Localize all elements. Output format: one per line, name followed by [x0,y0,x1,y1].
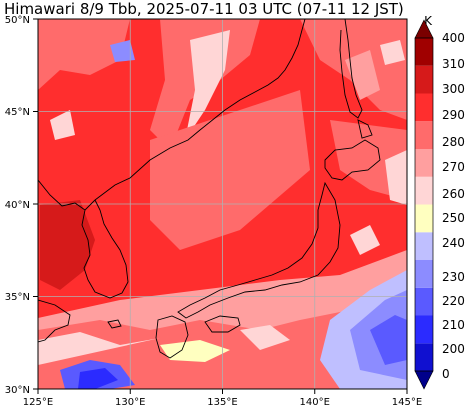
colorbar-cell [415,93,433,122]
lat-tick-label: 30°N [5,385,30,396]
lat-tick-label: 50°N [5,15,30,26]
lat-tick-label: 35°N [5,292,30,303]
gridlines [38,19,407,389]
colorbar-cell [415,204,433,233]
colorbar: K 200 210 220 230 240 250 260 270 280 29… [414,14,465,390]
lon-tick-label: 135°E [207,397,237,408]
lon-tick-label: 130°E [115,397,145,408]
colorbar-tick-label: 260 [442,187,465,201]
colorbar-tick-label: 400 [442,31,465,45]
lon-tick-label: 140°E [300,397,330,408]
colorbar-cell [415,260,433,288]
colorbar-min-extension [414,370,434,390]
lat-tick-label: 45°N [5,107,30,118]
colorbar-cell [415,287,433,316]
coastlines [38,19,381,359]
colorbar-cell [415,315,433,344]
colorbar-cell [415,149,433,177]
colorbar-unit: K [424,14,433,28]
lat-tick-label: 40°N [5,200,30,211]
colorbar-cell [415,38,433,66]
colorbar-cell [415,232,433,260]
lon-tick-label: 125°E [23,397,53,408]
colorbar-cell [415,65,433,94]
colorbar-tick-label: 0 [442,367,450,381]
colorbar-cell [415,176,433,205]
colorbar-tick-label: 250 [442,211,465,225]
colorbar-tick-label: 270 [442,160,465,174]
colorbar-tick-label: 210 [442,318,465,332]
map-title: Himawari 8/9 Tbb, 2025-07-11 03 UTC (07-… [4,0,404,18]
colorbar-tick-label: 240 [442,236,465,250]
colorbar-tick-label: 290 [442,108,465,122]
colorbar-cell [415,121,433,149]
colorbar-tick-label: 200 [442,342,465,356]
brightness-temperature-field [38,19,407,389]
colorbar-tick-label: 220 [442,294,465,308]
colorbar-cell [415,343,433,371]
colorbar-tick-label: 280 [442,135,465,149]
colorbar-tick-label: 310 [442,57,465,71]
colorbar-tick-label: 300 [442,82,465,96]
colorbar-tick-label: 230 [442,270,465,284]
lon-tick-label: 145°E [392,397,422,408]
